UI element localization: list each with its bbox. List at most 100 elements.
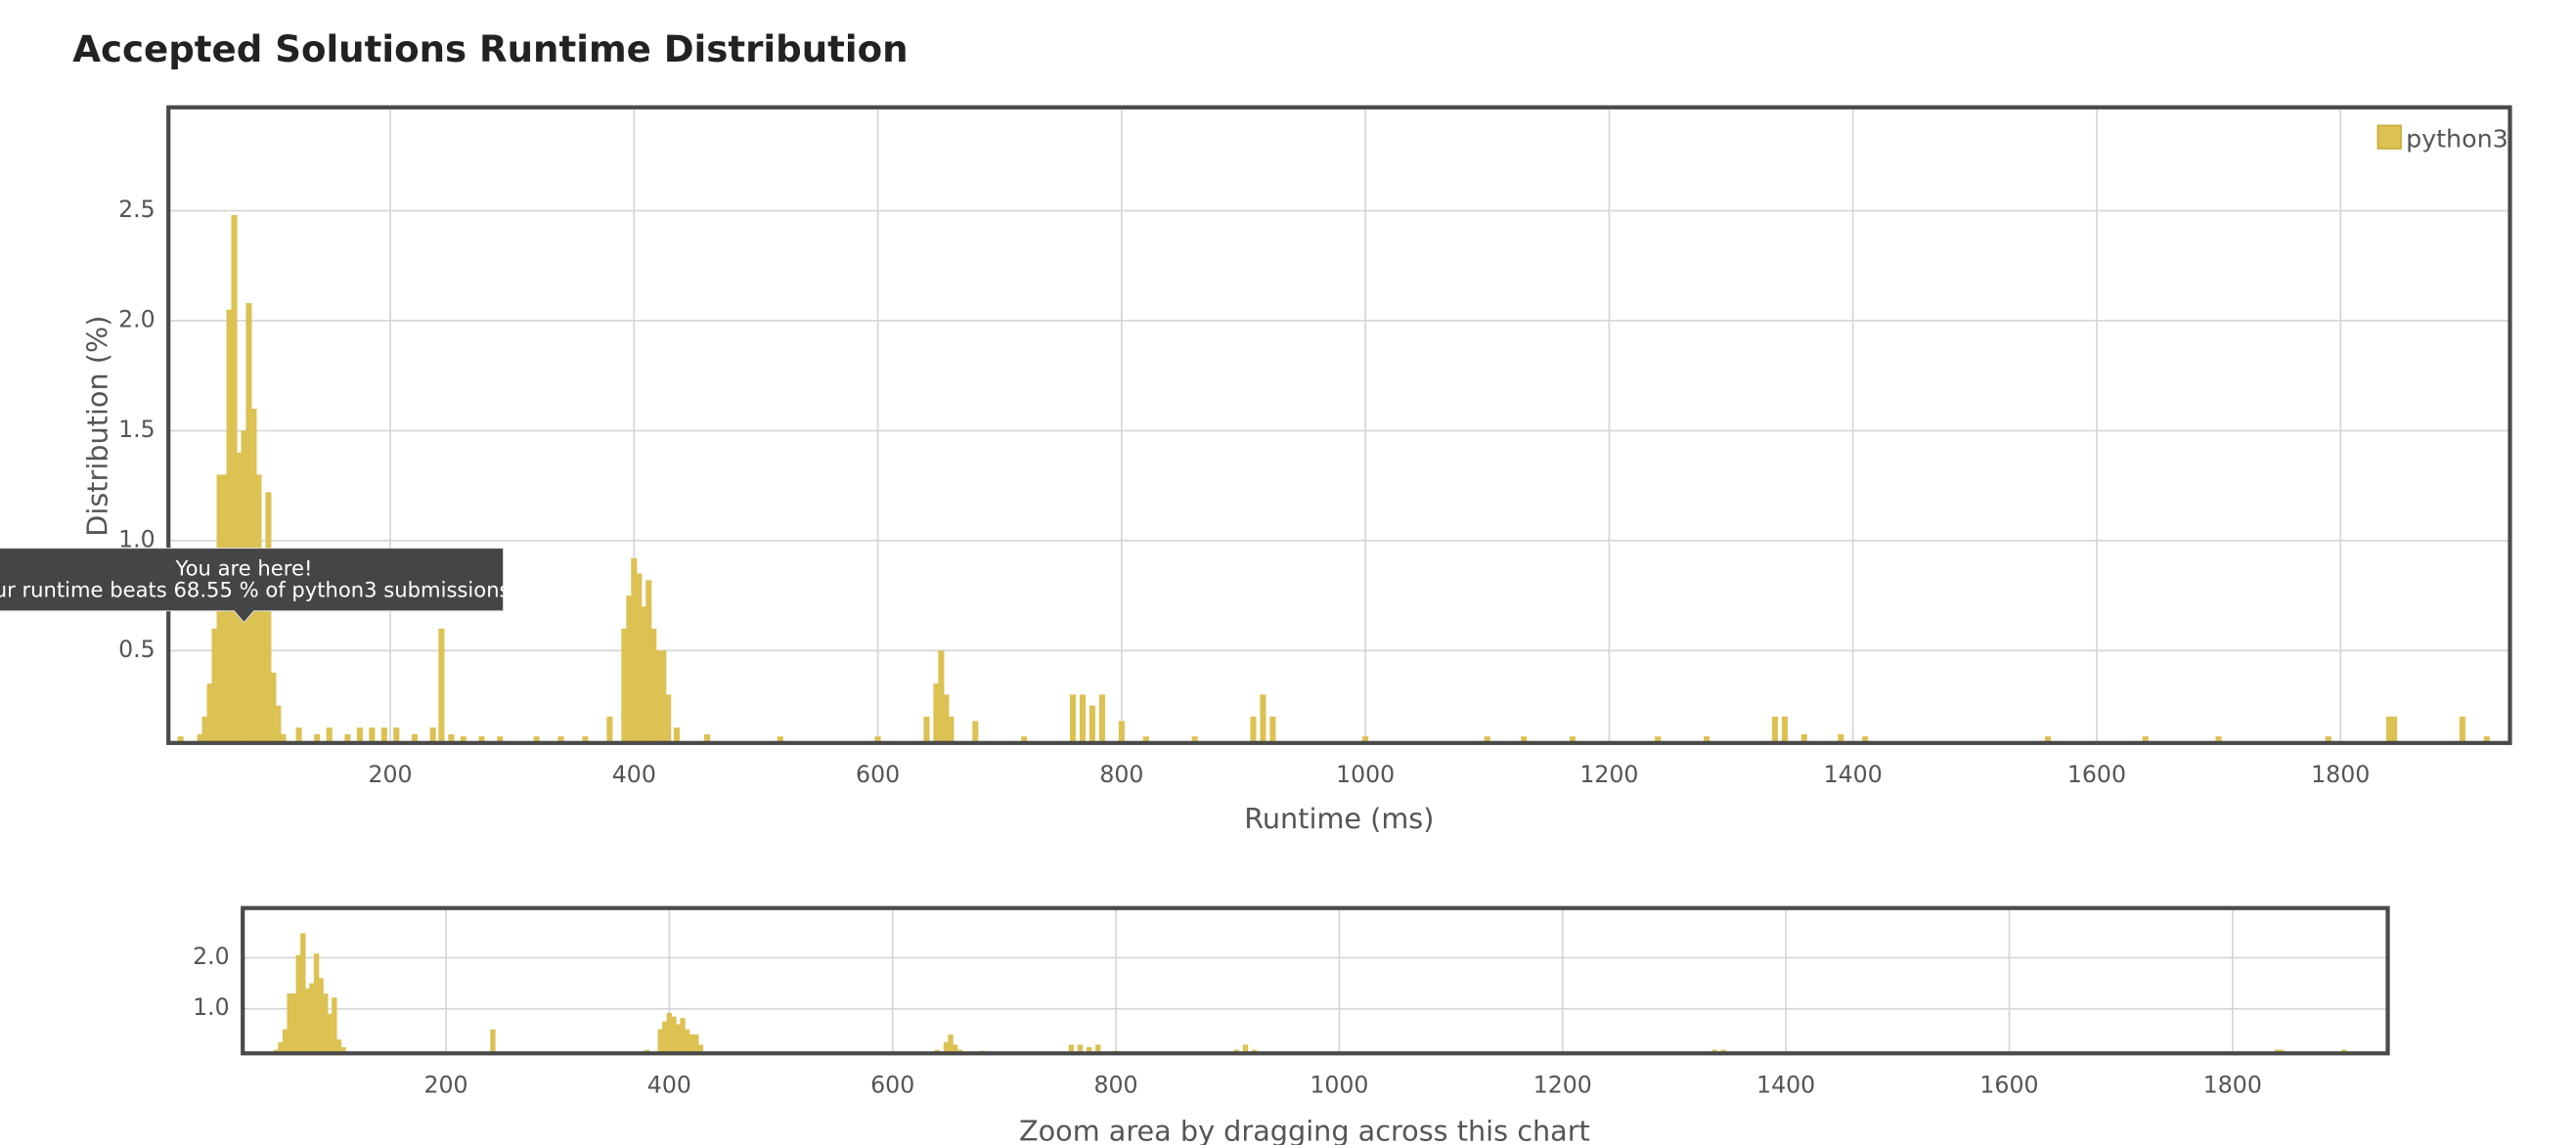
bar [197, 733, 203, 743]
bar [304, 988, 311, 1054]
y-tick-label: 1.5 [118, 416, 155, 443]
bar [356, 727, 363, 743]
tooltip-text: You are here! [175, 556, 313, 581]
tooltip-text: Your runtime beats 68.55 % of python3 su… [0, 577, 516, 601]
bar [657, 1029, 663, 1054]
bar [1269, 716, 1276, 743]
bar [1781, 716, 1788, 743]
bar [1521, 736, 1528, 743]
bar [278, 1041, 284, 1054]
bar [260, 562, 267, 743]
bar [684, 1029, 690, 1054]
bar [295, 954, 301, 1054]
bar [631, 557, 638, 743]
bar [393, 727, 400, 743]
x-tick-label: 1800 [2311, 761, 2370, 788]
bar [309, 983, 315, 1054]
bar [952, 1044, 958, 1054]
bar [1484, 736, 1490, 743]
bar [621, 628, 628, 743]
bar [1250, 716, 1257, 743]
bar [369, 727, 376, 743]
bar [448, 733, 455, 743]
plot-frame [166, 105, 2512, 745]
x-tick-label: 200 [369, 761, 413, 788]
bar [641, 606, 647, 743]
bar [497, 736, 504, 743]
bar [326, 727, 333, 743]
bar [557, 736, 564, 743]
bar [662, 1021, 668, 1054]
x-tick-label: 1600 [1979, 1072, 2038, 1099]
x-tick-label: 800 [1099, 761, 1143, 788]
bar [282, 1029, 289, 1054]
bar [490, 1029, 496, 1054]
bar [673, 727, 680, 743]
bar [280, 733, 287, 743]
bar [1800, 733, 1807, 743]
bar [671, 1016, 677, 1054]
bar [1068, 1044, 1075, 1054]
bar [626, 595, 633, 743]
bar [1069, 694, 1077, 743]
bar [666, 1012, 673, 1054]
bar [1142, 736, 1149, 743]
bar [460, 736, 466, 743]
bar [1077, 1044, 1084, 1054]
bar [1362, 736, 1369, 743]
bar [704, 733, 711, 743]
bar [265, 492, 272, 743]
bar [933, 683, 940, 743]
bar [1021, 736, 1028, 743]
bar [1838, 733, 1844, 743]
bar [344, 733, 351, 743]
bar [2391, 716, 2398, 743]
bar [923, 716, 930, 743]
bar [688, 1034, 694, 1054]
bar [1191, 736, 1198, 743]
bar [636, 573, 643, 743]
bar [2386, 716, 2393, 743]
tooltip-box [0, 548, 505, 624]
bar [231, 214, 238, 743]
navigator-label[interactable]: Zoom area by dragging across this chart [1019, 1114, 1590, 1145]
bar [318, 978, 324, 1054]
bar [429, 727, 436, 743]
chart-title: Accepted Solutions Runtime Distribution [72, 28, 908, 70]
bar [1569, 736, 1577, 743]
y-tick-label: 1.0 [193, 993, 230, 1021]
bar [650, 628, 657, 743]
bar [1704, 736, 1710, 743]
bar [1088, 705, 1095, 743]
bar [1260, 694, 1266, 743]
bar [606, 716, 613, 743]
x-tick-label: 1000 [1336, 761, 1395, 788]
bar [313, 953, 320, 1054]
x-tick-label: 1600 [2067, 761, 2126, 788]
plot-frame [241, 905, 2390, 1056]
bar [2215, 736, 2222, 743]
legend-swatch [2376, 124, 2402, 150]
bar [675, 1024, 682, 1054]
bar [582, 736, 589, 743]
bar [948, 716, 955, 743]
bar [226, 309, 233, 743]
bar [1098, 694, 1105, 743]
x-tick-label: 1400 [1824, 761, 1883, 788]
bar [206, 683, 213, 743]
x-tick-label: 1000 [1310, 1072, 1368, 1099]
bar [1118, 721, 1125, 743]
bar [438, 628, 445, 743]
bar [211, 628, 218, 743]
x-tick-label: 200 [423, 1072, 467, 1099]
y-tick-label: 2.0 [193, 943, 230, 970]
bar [380, 727, 387, 743]
bar [533, 736, 540, 743]
bar [777, 736, 783, 743]
x-axis-label: Runtime (ms) [1244, 802, 1434, 835]
y-tick-label: 0.5 [118, 636, 155, 663]
x-tick-label: 1200 [1533, 1072, 1592, 1099]
bar [1086, 1046, 1092, 1054]
bar [693, 1034, 699, 1054]
